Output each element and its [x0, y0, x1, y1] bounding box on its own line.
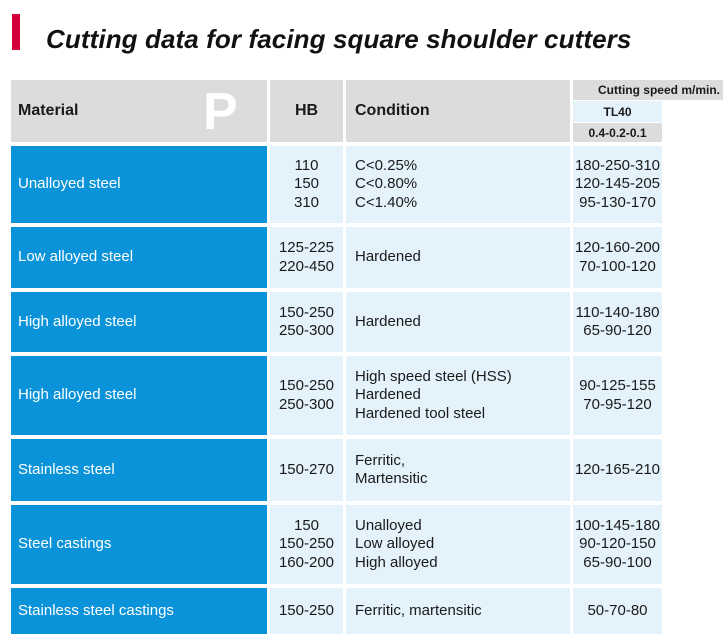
- header-cutting-speed: Cutting speed m/min.: [573, 80, 723, 100]
- row-material: Stainless steel: [11, 439, 267, 501]
- condition-value: Ferritic,: [355, 451, 405, 469]
- speed-value: 70-100-120: [579, 257, 656, 275]
- row-material: Low alloyed steel: [11, 227, 267, 288]
- hb-value: 150-270: [278, 460, 335, 478]
- speed-value: 180-250-310: [574, 156, 661, 174]
- hb-value: 160-200: [278, 553, 335, 571]
- material-label: High alloyed steel: [18, 312, 137, 330]
- row-material: High alloyed steel: [11, 292, 267, 352]
- row-speed: 90-125-155 70-95-120: [573, 356, 662, 435]
- header-hb: HB: [270, 80, 343, 142]
- material-label: High alloyed steel: [18, 386, 137, 404]
- condition-value: C<0.80%: [355, 175, 418, 193]
- header-hb-label: HB: [294, 101, 319, 119]
- row-condition: Hardened: [346, 227, 570, 288]
- hb-value: 150-250: [278, 303, 335, 321]
- speed-value: 70-95-120: [583, 395, 652, 413]
- row-hb: 125-225 220-450: [270, 227, 343, 288]
- material-label: Unalloyed steel: [18, 175, 121, 193]
- speed-value: 65-90-120: [583, 322, 652, 339]
- hb-value: 250-300: [278, 322, 335, 339]
- speed-value: 120-165-210: [574, 460, 661, 478]
- hb-value: 150-250: [278, 601, 335, 619]
- row-condition: Ferritic, martensitic: [346, 588, 570, 634]
- row-speed: 120-165-210: [573, 439, 662, 501]
- speed-value: 90-125-155: [579, 377, 656, 394]
- condition-value: High speed steel (HSS): [355, 367, 512, 385]
- speed-value: 120-160-200: [574, 239, 661, 256]
- condition-value: Martensitic: [355, 470, 428, 487]
- row-material: Steel castings: [11, 505, 267, 584]
- speed-value: 100-145-180: [574, 516, 661, 534]
- header-condition: Condition: [346, 80, 570, 142]
- page-title: Cutting data for facing square shoulder …: [46, 24, 632, 54]
- row-hb: 150-250: [270, 588, 343, 634]
- speed-value: 110-140-180: [575, 303, 660, 321]
- row-hb: 110 150 310: [270, 146, 343, 223]
- condition-value: C<1.40%: [355, 193, 418, 211]
- hb-value: 110: [294, 156, 319, 174]
- header-feed-values: 0.4-0.2-0.1: [573, 123, 662, 142]
- hb-value: 250-300: [278, 395, 335, 413]
- condition-value: High alloyed: [355, 553, 438, 571]
- row-hb: 150 150-250 160-200: [270, 505, 343, 584]
- header-material: Material: [11, 80, 267, 142]
- row-hb: 150-250 250-300: [270, 356, 343, 435]
- row-material: High alloyed steel: [11, 356, 267, 435]
- condition-value: Hardened: [355, 386, 421, 404]
- row-condition: High speed steel (HSS) Hardened Hardened t…: [346, 356, 570, 435]
- hb-value: 150: [293, 175, 320, 193]
- speed-value: 95-130-170: [579, 193, 656, 211]
- hb-value: 125-225: [278, 239, 335, 256]
- speed-value: 120-145-205: [574, 175, 661, 193]
- condition-value: C<0.25%: [355, 156, 418, 174]
- speed-value: 65-90-100: [583, 553, 652, 571]
- hb-value: 310: [293, 193, 320, 211]
- hb-value: 220-450: [278, 257, 335, 275]
- material-label: Low alloyed steel: [18, 248, 134, 266]
- row-condition: C<0.25% C<0.80% C<1.40%: [346, 146, 570, 223]
- material-label: Steel castings: [18, 535, 112, 553]
- row-condition: Hardened: [346, 292, 570, 352]
- row-material: Stainless steel castings: [11, 588, 267, 634]
- header-condition-label: Condition: [355, 101, 430, 119]
- condition-value: Hardened: [355, 312, 421, 330]
- row-condition: Unalloyed Low alloyed High alloyed: [346, 505, 570, 584]
- header-material-label: Material: [18, 101, 79, 119]
- speed-value: 90-120-150: [579, 535, 656, 553]
- condition-value: Ferritic, martensitic: [355, 601, 482, 619]
- condition-value: Hardened: [355, 248, 421, 266]
- title-accent-bar: [12, 14, 20, 50]
- row-condition: Ferritic, Martensitic: [346, 439, 570, 501]
- material-label: Stainless steel castings: [18, 601, 174, 619]
- row-hb: 150-270: [270, 439, 343, 501]
- row-speed: 110-140-180 65-90-120: [573, 292, 662, 352]
- row-speed: 50-70-80: [573, 588, 662, 634]
- row-speed: 120-160-200 70-100-120: [573, 227, 662, 288]
- hb-value: 150-250: [278, 377, 335, 394]
- row-hb: 150-250 250-300: [270, 292, 343, 352]
- speed-value: 50-70-80: [587, 601, 648, 619]
- condition-value: Unalloyed: [355, 516, 422, 534]
- condition-value: Low alloyed: [355, 535, 435, 553]
- material-label: Stainless steel: [18, 460, 115, 478]
- row-speed: 100-145-180 90-120-150 65-90-100: [573, 505, 662, 584]
- row-material: Unalloyed steel: [11, 146, 267, 223]
- header-tool: TL40: [573, 101, 662, 122]
- row-speed: 180-250-310 120-145-205 95-130-170: [573, 146, 662, 223]
- iso-p-letter: P: [203, 83, 238, 141]
- condition-value: Hardened tool steel: [355, 404, 486, 422]
- hb-value: 150-250: [278, 535, 335, 553]
- hb-value: 150: [293, 516, 320, 534]
